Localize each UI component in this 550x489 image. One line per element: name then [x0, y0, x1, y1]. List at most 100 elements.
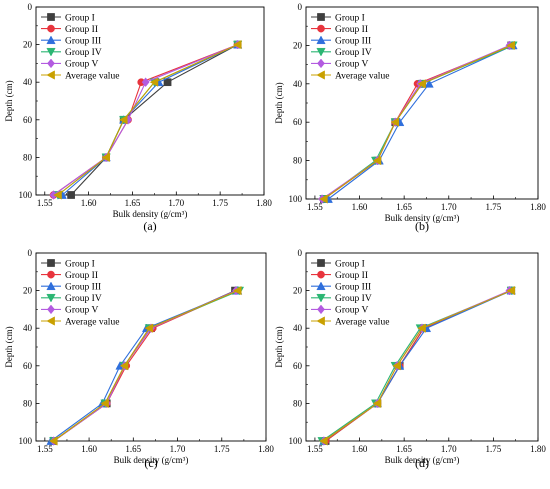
legend-item: Group I: [311, 259, 365, 269]
legend-label: Group III: [335, 283, 371, 293]
legend-marker: [47, 259, 55, 267]
y-tick-label: 80: [293, 398, 303, 408]
legend-label: Average value: [335, 71, 389, 81]
x-tick-label: 1.70: [441, 444, 457, 454]
legend-marker: [317, 270, 325, 279]
data-point: [119, 361, 129, 371]
legend-label: Group II: [65, 25, 98, 35]
y-tick-label: 40: [23, 77, 33, 87]
panel-label: (d): [415, 456, 429, 470]
legend-marker: [317, 304, 325, 315]
legend-label: Group II: [335, 25, 368, 35]
legend-item: Group I: [41, 13, 95, 23]
legend-marker: [316, 35, 326, 45]
legend-label: Group V: [335, 306, 368, 316]
y-tick-label: 40: [293, 79, 303, 89]
y-tick-label: 20: [23, 40, 33, 50]
data-point: [100, 398, 109, 409]
x-tick-label: 1.65: [396, 202, 412, 212]
data-point: [506, 40, 516, 51]
legend-item: Group IV: [311, 293, 372, 304]
panel-label: (c): [144, 456, 157, 470]
legend-marker: [316, 316, 325, 326]
legend-label: Group III: [65, 37, 101, 47]
legend-item: Average value: [41, 70, 119, 81]
y-axis-label: Depth (cm): [4, 80, 14, 121]
x-tick-label: 1.60: [352, 444, 368, 454]
legend-item: Group III: [41, 35, 101, 47]
chart-panel-4: 1.55 1.60 1.65 1.70 1.75 1.80 0 20 40 60 80 100 Bulk…: [274, 248, 546, 470]
legend-marker: [316, 281, 326, 291]
legend-marker: [47, 24, 55, 33]
legend-marker: [316, 70, 325, 80]
x-axis-label: Bulk density (g/cm³): [114, 455, 189, 465]
legend-item: Group III: [311, 35, 371, 47]
x-tick-label: 1.80: [256, 198, 272, 208]
y-axis-label: Depth (cm): [4, 326, 14, 367]
legend-label: Group III: [65, 283, 101, 293]
legend-label: Group I: [335, 259, 365, 269]
legend-item: Average value: [41, 316, 119, 327]
legend-marker: [46, 70, 55, 80]
y-tick-label: 0: [298, 2, 303, 12]
data-point: [48, 436, 58, 446]
y-tick-label: 0: [28, 2, 33, 12]
legend-marker: [46, 293, 56, 303]
legend-marker: [317, 58, 325, 69]
legend-label: Average value: [65, 317, 119, 327]
legend-item: Group IV: [41, 47, 102, 58]
data-point: [149, 77, 159, 87]
series-6: [319, 285, 516, 446]
legend-label: Group V: [65, 60, 98, 70]
x-tick-label: 1.75: [212, 198, 228, 208]
legend-item: Group IV: [41, 293, 102, 304]
legend-label: Group V: [335, 60, 368, 70]
x-tick-label: 1.70: [441, 202, 457, 212]
y-tick-label: 60: [293, 361, 303, 371]
x-tick-label: 1.75: [486, 444, 502, 454]
legend-label: Average value: [65, 71, 119, 81]
data-point: [232, 39, 242, 50]
y-tick-label: 60: [293, 117, 303, 127]
x-tick-label: 1.75: [486, 202, 502, 212]
y-tick-label: 100: [289, 436, 303, 446]
y-tick-label: 20: [23, 286, 33, 296]
y-tick-label: 40: [23, 323, 33, 333]
panel-label: (a): [143, 219, 156, 233]
data-point: [417, 323, 426, 333]
y-tick-label: 60: [23, 115, 33, 125]
legend-marker: [316, 47, 326, 57]
data-point: [144, 323, 154, 333]
y-tick-label: 20: [293, 40, 303, 50]
y-tick-label: 0: [28, 248, 33, 258]
data-point: [372, 398, 382, 409]
legend-item: Group V: [311, 304, 368, 316]
x-tick-label: 1.65: [125, 444, 141, 454]
legend-label: Group I: [335, 13, 365, 23]
x-tick-label: 1.75: [214, 444, 230, 454]
legend-label: Group IV: [335, 294, 372, 304]
legend-item: Average value: [311, 316, 389, 327]
x-tick-label: 1.60: [352, 202, 368, 212]
legend-label: Group IV: [65, 48, 102, 58]
y-axis-label: Depth (cm): [274, 82, 284, 123]
x-axis-label: Bulk density (g/cm³): [385, 213, 460, 223]
x-tick-label: 1.70: [170, 444, 186, 454]
x-tick-label: 1.55: [307, 202, 323, 212]
legend-item: Average value: [311, 70, 389, 81]
chart-panel-2: 1.55 1.60 1.65 1.70 1.75 1.80 0 20 40 60 80 100 Bulk…: [274, 2, 546, 233]
y-tick-label: 40: [293, 323, 303, 333]
data-point: [424, 79, 434, 88]
legend-label: Group I: [65, 259, 95, 269]
data-point: [372, 155, 382, 166]
y-tick-label: 60: [23, 361, 33, 371]
legend-item: Group II: [41, 270, 98, 281]
legend-item: Group II: [41, 24, 98, 35]
legend-label: Group II: [335, 271, 368, 281]
plot-frame: [305, 252, 539, 442]
x-tick-label: 1.55: [37, 198, 53, 208]
y-tick-label: 80: [23, 152, 33, 162]
